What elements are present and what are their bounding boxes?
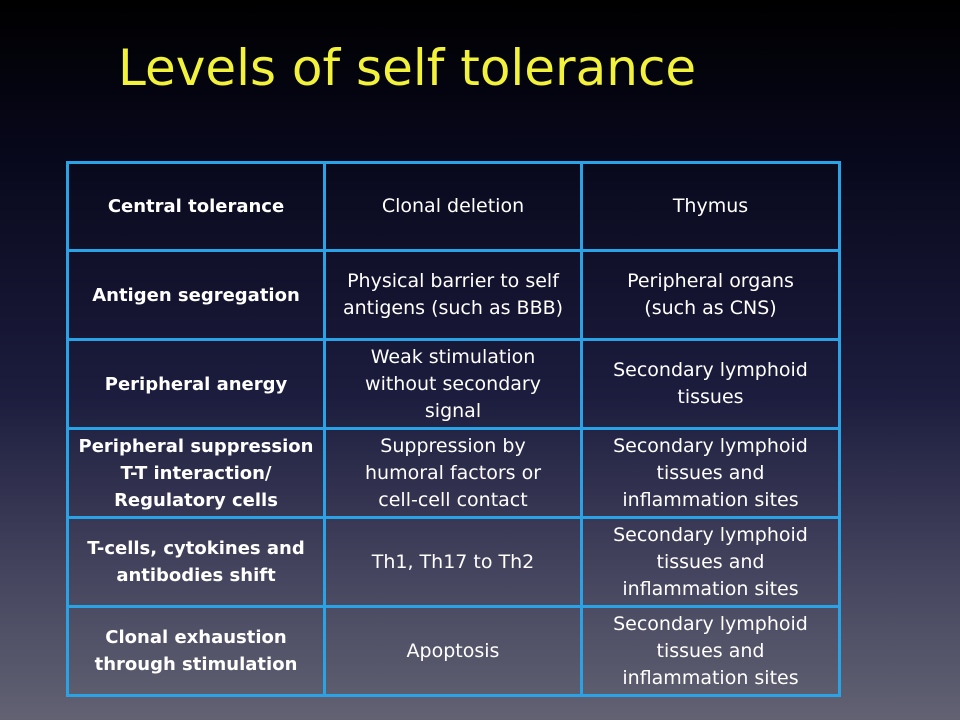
cell-line: Apoptosis [406, 639, 500, 662]
cell-line: without secondary [365, 372, 541, 395]
cell-line: Th1, Th17 to Th2 [371, 550, 535, 573]
mechanism-cell: Clonal deletion [323, 161, 583, 252]
site-cell: Secondary lymphoid tissues and inflammat… [580, 516, 841, 608]
cell-line: Secondary lymphoid [613, 523, 808, 546]
cell-line: humoral factors or [364, 461, 542, 484]
cell-line: tissues and [656, 461, 765, 484]
tolerance-level-cell: Peripheral anergy [66, 338, 326, 430]
cell-line: Peripheral suppression [78, 435, 314, 457]
cell-line: through stimulation [94, 654, 298, 675]
tolerance-table: Central tolerance Clonal deletion Thymus… [66, 161, 841, 697]
cell-line: T-T interaction/ [120, 462, 272, 484]
cell-line: inflammation sites [622, 666, 799, 689]
tolerance-level-cell: Central tolerance [66, 161, 326, 252]
tolerance-level-cell: Clonal exhaustion through stimulation [66, 605, 326, 697]
cell-line: Central tolerance [107, 196, 285, 217]
cell-line: T-cells, cytokines and [87, 538, 305, 559]
cell-line: signal [424, 399, 482, 422]
cell-line: inflammation sites [622, 577, 799, 600]
table-row: Peripheral suppression T-T interaction/ … [66, 427, 841, 519]
cell-line: tissues and [656, 639, 765, 662]
tolerance-level-cell: Peripheral suppression T-T interaction/ … [66, 427, 326, 519]
cell-line: Clonal deletion [381, 195, 525, 217]
cell-line: cell-cell contact [378, 488, 528, 511]
cell-line: Secondary lymphoid [613, 612, 808, 635]
mechanism-cell: Physical barrier to self antigens (such … [323, 249, 583, 341]
table-row: Peripheral anergy Weak stimulation witho… [66, 338, 841, 430]
mechanism-cell: Suppression by humoral factors or cell-c… [323, 427, 583, 519]
site-cell: Thymus [580, 161, 841, 252]
cell-line: inflammation sites [622, 488, 799, 511]
site-cell: Peripheral organs (such as CNS) [580, 249, 841, 341]
cell-line: Secondary lymphoid [613, 359, 808, 381]
tolerance-level-cell: T-cells, cytokines and antibodies shift [66, 516, 326, 608]
cell-line: Peripheral organs [627, 270, 794, 292]
cell-line: antigens (such as BBB) [342, 297, 564, 319]
table-row: Antigen segregation Physical barrier to … [66, 249, 841, 341]
cell-line: (such as CNS) [644, 297, 777, 319]
table-row: T-cells, cytokines and antibodies shift … [66, 516, 841, 608]
tolerance-level-cell: Antigen segregation [66, 249, 326, 341]
cell-line: Weak stimulation [370, 345, 536, 368]
site-cell: Secondary lymphoid tissues [580, 338, 841, 430]
mechanism-cell: Apoptosis [323, 605, 583, 697]
cell-line: Peripheral anergy [104, 373, 288, 395]
mechanism-cell: Weak stimulation without secondary signa… [323, 338, 583, 430]
table-row: Clonal exhaustion through stimulation Ap… [66, 605, 841, 697]
cell-line: Antigen segregation [92, 284, 300, 306]
cell-line: antibodies shift [116, 565, 276, 586]
cell-line: Suppression by [380, 434, 526, 457]
cell-line: Physical barrier to self [347, 270, 559, 292]
cell-line: Secondary lymphoid [613, 434, 808, 457]
cell-line: tissues and [656, 550, 765, 573]
site-cell: Secondary lymphoid tissues and inflammat… [580, 427, 841, 519]
table-row: Central tolerance Clonal deletion Thymus [66, 161, 841, 252]
slide-title: Levels of self tolerance [118, 39, 697, 97]
site-cell: Secondary lymphoid tissues and inflammat… [580, 605, 841, 697]
cell-line: tissues [677, 386, 744, 408]
cell-line: Regulatory cells [114, 489, 278, 511]
cell-line: Clonal exhaustion [105, 627, 287, 648]
mechanism-cell: Th1, Th17 to Th2 [323, 516, 583, 608]
cell-line: Thymus [672, 195, 749, 217]
